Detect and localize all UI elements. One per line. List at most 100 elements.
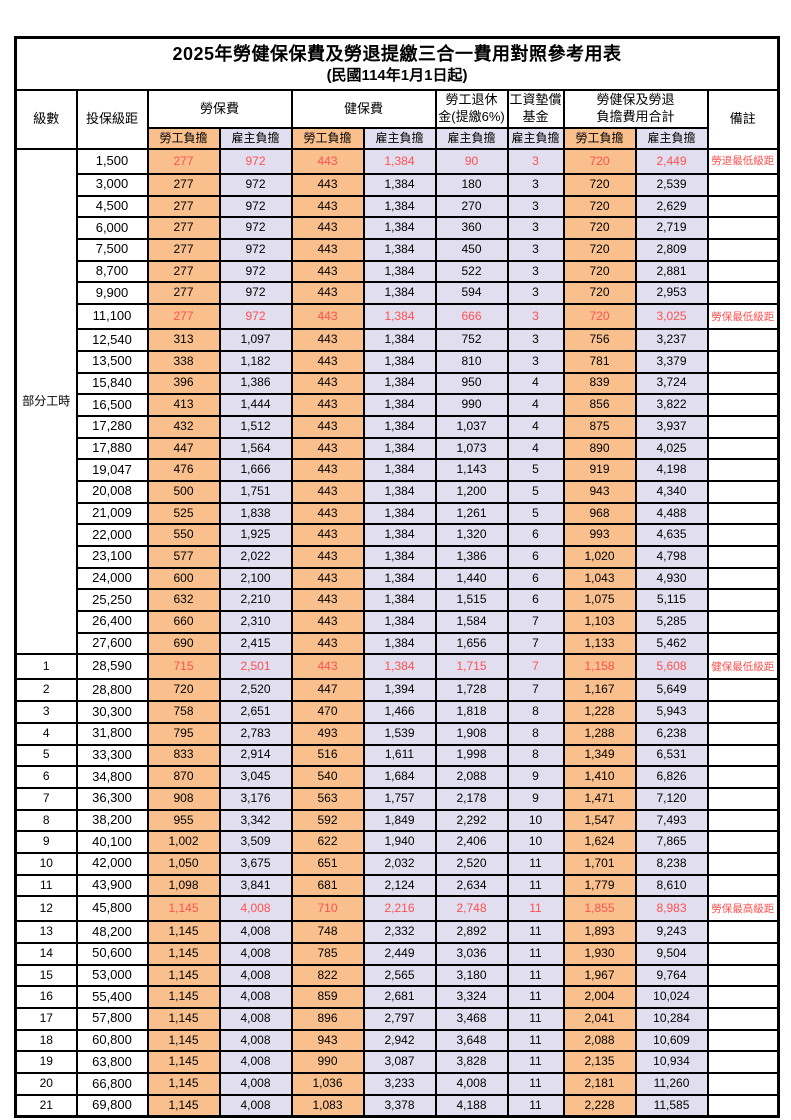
cell-total-employee: 720 xyxy=(562,259,637,284)
cell-labor-employer: 972 xyxy=(218,259,293,284)
table-row: 22,000 550 1,925 443 1,384 1,320 6 993 4,635 xyxy=(16,523,780,547)
cell-labor-employee: 1,145 xyxy=(146,895,221,923)
subheader-total-employee: 勞工負擔 xyxy=(562,127,637,150)
premium-reference-table: 2025年勞健保保費及勞退提繳三合一費用對照參考用表 (民國114年1月1日起)… xyxy=(14,36,781,1118)
cell-health-employee: 822 xyxy=(290,963,365,988)
cell-pension-employer: 2,748 xyxy=(434,895,509,923)
cell-labor-employee: 1,145 xyxy=(146,1007,221,1031)
cell-health-employer: 2,449 xyxy=(362,942,437,966)
cell-remark xyxy=(706,985,780,1010)
cell-insured-bracket: 31,800 xyxy=(75,721,149,746)
table-row: 6 34,800 870 3,045 540 1,684 2,088 9 1,410 6,826 xyxy=(14,765,780,789)
cell-health-employer: 1,384 xyxy=(362,479,437,504)
cell-pension-employer: 3,324 xyxy=(434,985,509,1010)
cell-insured-bracket: 3,000 xyxy=(75,173,149,197)
cell-labor-employee: 833 xyxy=(146,743,221,768)
cell-labor-employer: 1,925 xyxy=(218,523,293,547)
cell-insured-bracket: 53,000 xyxy=(75,963,149,988)
cell-insured-bracket: 63,800 xyxy=(75,1050,149,1075)
cell-labor-employee: 870 xyxy=(146,765,221,789)
cell-total-employee: 2,135 xyxy=(562,1050,637,1075)
title-cell: 2025年勞健保保費及勞退提繳三合一費用對照參考用表 (民國114年1月1日起) xyxy=(14,36,780,91)
cell-labor-employer: 3,342 xyxy=(218,808,293,833)
cell-pension-employer: 1,908 xyxy=(434,721,509,746)
cell-labor-employer: 4,008 xyxy=(218,1028,293,1053)
cell-pension-employer: 1,515 xyxy=(434,588,509,613)
cell-labor-employer: 972 xyxy=(218,173,293,197)
cell-health-employee: 493 xyxy=(290,721,365,746)
table-row: 13,500 338 1,182 443 1,384 810 3 781 3,379 xyxy=(16,349,780,374)
cell-pension-employer: 1,656 xyxy=(434,631,509,656)
cell-labor-employer: 3,176 xyxy=(218,786,293,811)
cell-insured-bracket: 4,500 xyxy=(75,194,149,219)
cell-pension-employer: 3,828 xyxy=(434,1050,509,1075)
header-level: 級數 xyxy=(14,89,78,150)
cell-labor-employer: 4,008 xyxy=(218,895,293,923)
table-row: 15 53,000 1,145 4,008 822 2,565 3,180 11 1,967 9,… xyxy=(14,963,780,988)
cell-pension-employer: 2,406 xyxy=(434,830,509,854)
cell-pension-employer: 3,468 xyxy=(434,1007,509,1031)
header-insured-bracket: 投保級距 xyxy=(75,89,149,150)
cell-pension-employer: 522 xyxy=(434,259,509,284)
cell-remark xyxy=(706,808,780,833)
cell-health-employer: 1,384 xyxy=(362,238,437,262)
cell-labor-employer: 2,651 xyxy=(218,700,293,724)
cell-total-employee: 2,004 xyxy=(562,985,637,1010)
cell-insured-bracket: 1,500 xyxy=(75,148,149,175)
cell-insured-bracket: 8,700 xyxy=(75,259,149,284)
cell-labor-employee: 277 xyxy=(146,194,221,219)
cell-insured-bracket: 60,800 xyxy=(75,1028,149,1053)
cell-total-employee: 720 xyxy=(562,173,637,197)
cell-level: 21 xyxy=(14,1093,78,1118)
cell-remark xyxy=(706,873,780,898)
cell-wage-fund-employer: 11 xyxy=(506,1007,565,1031)
cell-labor-employee: 1,145 xyxy=(146,985,221,1010)
cell-health-employer: 2,124 xyxy=(362,873,437,898)
cell-total-employer: 7,865 xyxy=(634,830,709,854)
cell-total-employer: 2,629 xyxy=(634,194,709,219)
table-row: 26,400 660 2,310 443 1,384 1,584 7 1,103 5,285 xyxy=(16,610,780,634)
cell-wage-fund-employer: 3 xyxy=(506,328,565,352)
cell-wage-fund-employer: 11 xyxy=(506,1028,565,1053)
cell-wage-fund-employer: 3 xyxy=(506,303,565,331)
cell-total-employer: 3,237 xyxy=(634,328,709,352)
cell-labor-employee: 908 xyxy=(146,786,221,811)
cell-health-employee: 710 xyxy=(290,895,365,923)
cell-pension-employer: 90 xyxy=(434,148,509,175)
cell-wage-fund-employer: 4 xyxy=(506,371,565,396)
cell-remark xyxy=(706,830,780,854)
cell-wage-fund-employer: 11 xyxy=(506,1050,565,1075)
cell-total-employee: 856 xyxy=(562,393,637,417)
cell-insured-bracket: 11,100 xyxy=(75,303,149,331)
cell-remark xyxy=(706,678,780,703)
cell-wage-fund-employer: 11 xyxy=(506,920,565,944)
cell-remark xyxy=(706,393,780,417)
cell-health-employer: 3,378 xyxy=(362,1093,437,1118)
cell-wage-fund-employer: 10 xyxy=(506,830,565,854)
cell-health-employer: 2,681 xyxy=(362,985,437,1010)
cell-labor-employee: 1,098 xyxy=(146,873,221,898)
cell-labor-employee: 277 xyxy=(146,281,221,306)
cell-health-employee: 622 xyxy=(290,830,365,854)
table-row: 7,500 277 972 443 1,384 450 3 720 2,809 xyxy=(16,238,780,262)
cell-labor-employer: 2,100 xyxy=(218,566,293,591)
cell-remark xyxy=(706,436,780,461)
cell-total-employer: 11,585 xyxy=(634,1093,709,1118)
cell-pension-employer: 450 xyxy=(434,238,509,262)
cell-total-employee: 1,133 xyxy=(562,631,637,656)
cell-health-employer: 1,384 xyxy=(362,653,437,681)
cell-labor-employee: 550 xyxy=(146,523,221,547)
table-row: 7 36,300 908 3,176 563 1,757 2,178 9 1,471 7,120 xyxy=(14,786,780,811)
cell-total-employee: 1,043 xyxy=(562,566,637,591)
cell-pension-employer: 2,178 xyxy=(434,786,509,811)
cell-total-employer: 10,284 xyxy=(634,1007,709,1031)
cell-labor-employee: 525 xyxy=(146,501,221,526)
cell-insured-bracket: 12,540 xyxy=(75,328,149,352)
cell-remark xyxy=(706,328,780,352)
cell-total-employee: 2,041 xyxy=(562,1007,637,1031)
cell-labor-employee: 500 xyxy=(146,479,221,504)
cell-total-employee: 1,893 xyxy=(562,920,637,944)
cell-health-employer: 1,384 xyxy=(362,414,437,439)
table-row: 2 28,800 720 2,520 447 1,394 1,728 7 1,167 5,649 xyxy=(14,678,780,703)
